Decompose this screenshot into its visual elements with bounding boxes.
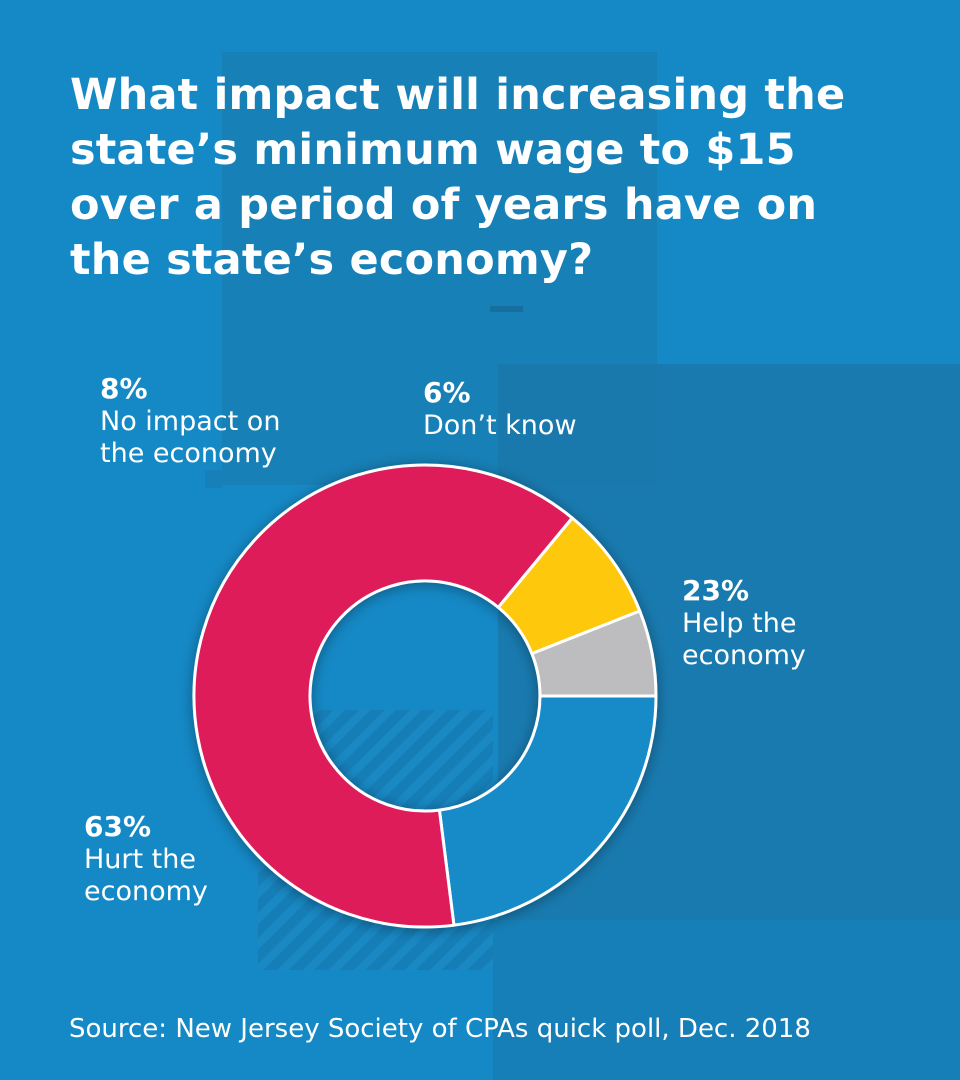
- label-dont-know-text: Don’t know: [423, 410, 577, 441]
- slice-hurt-the-economy: [192, 463, 574, 929]
- bg-dash: [490, 306, 523, 312]
- label-dont-know: 6% Don’t know: [423, 376, 577, 442]
- label-hurt-text: Hurt the economy: [84, 844, 208, 907]
- label-dont-know-pct: 6%: [423, 376, 471, 409]
- label-no-impact-pct: 8%: [100, 372, 148, 405]
- label-help: 23% Help the economy: [682, 574, 806, 672]
- chart-title: What impact will increasing the state’s …: [70, 70, 846, 285]
- slice-don-t-know: [530, 609, 658, 698]
- label-hurt-pct: 63%: [84, 810, 152, 843]
- source-note: Source: New Jersey Society of CPAs quick…: [69, 1014, 811, 1044]
- label-help-pct: 23%: [682, 574, 750, 607]
- label-no-impact-text: No impact on the economy: [100, 406, 281, 469]
- label-no-impact: 8% No impact on the economy: [100, 372, 280, 470]
- bg-sliver: [205, 470, 223, 488]
- bg-panel-bottom: [493, 920, 960, 1080]
- label-help-text: Help the economy: [682, 608, 806, 671]
- slice-help-the-economy: [437, 694, 658, 927]
- label-hurt: 63% Hurt the economy: [84, 810, 208, 908]
